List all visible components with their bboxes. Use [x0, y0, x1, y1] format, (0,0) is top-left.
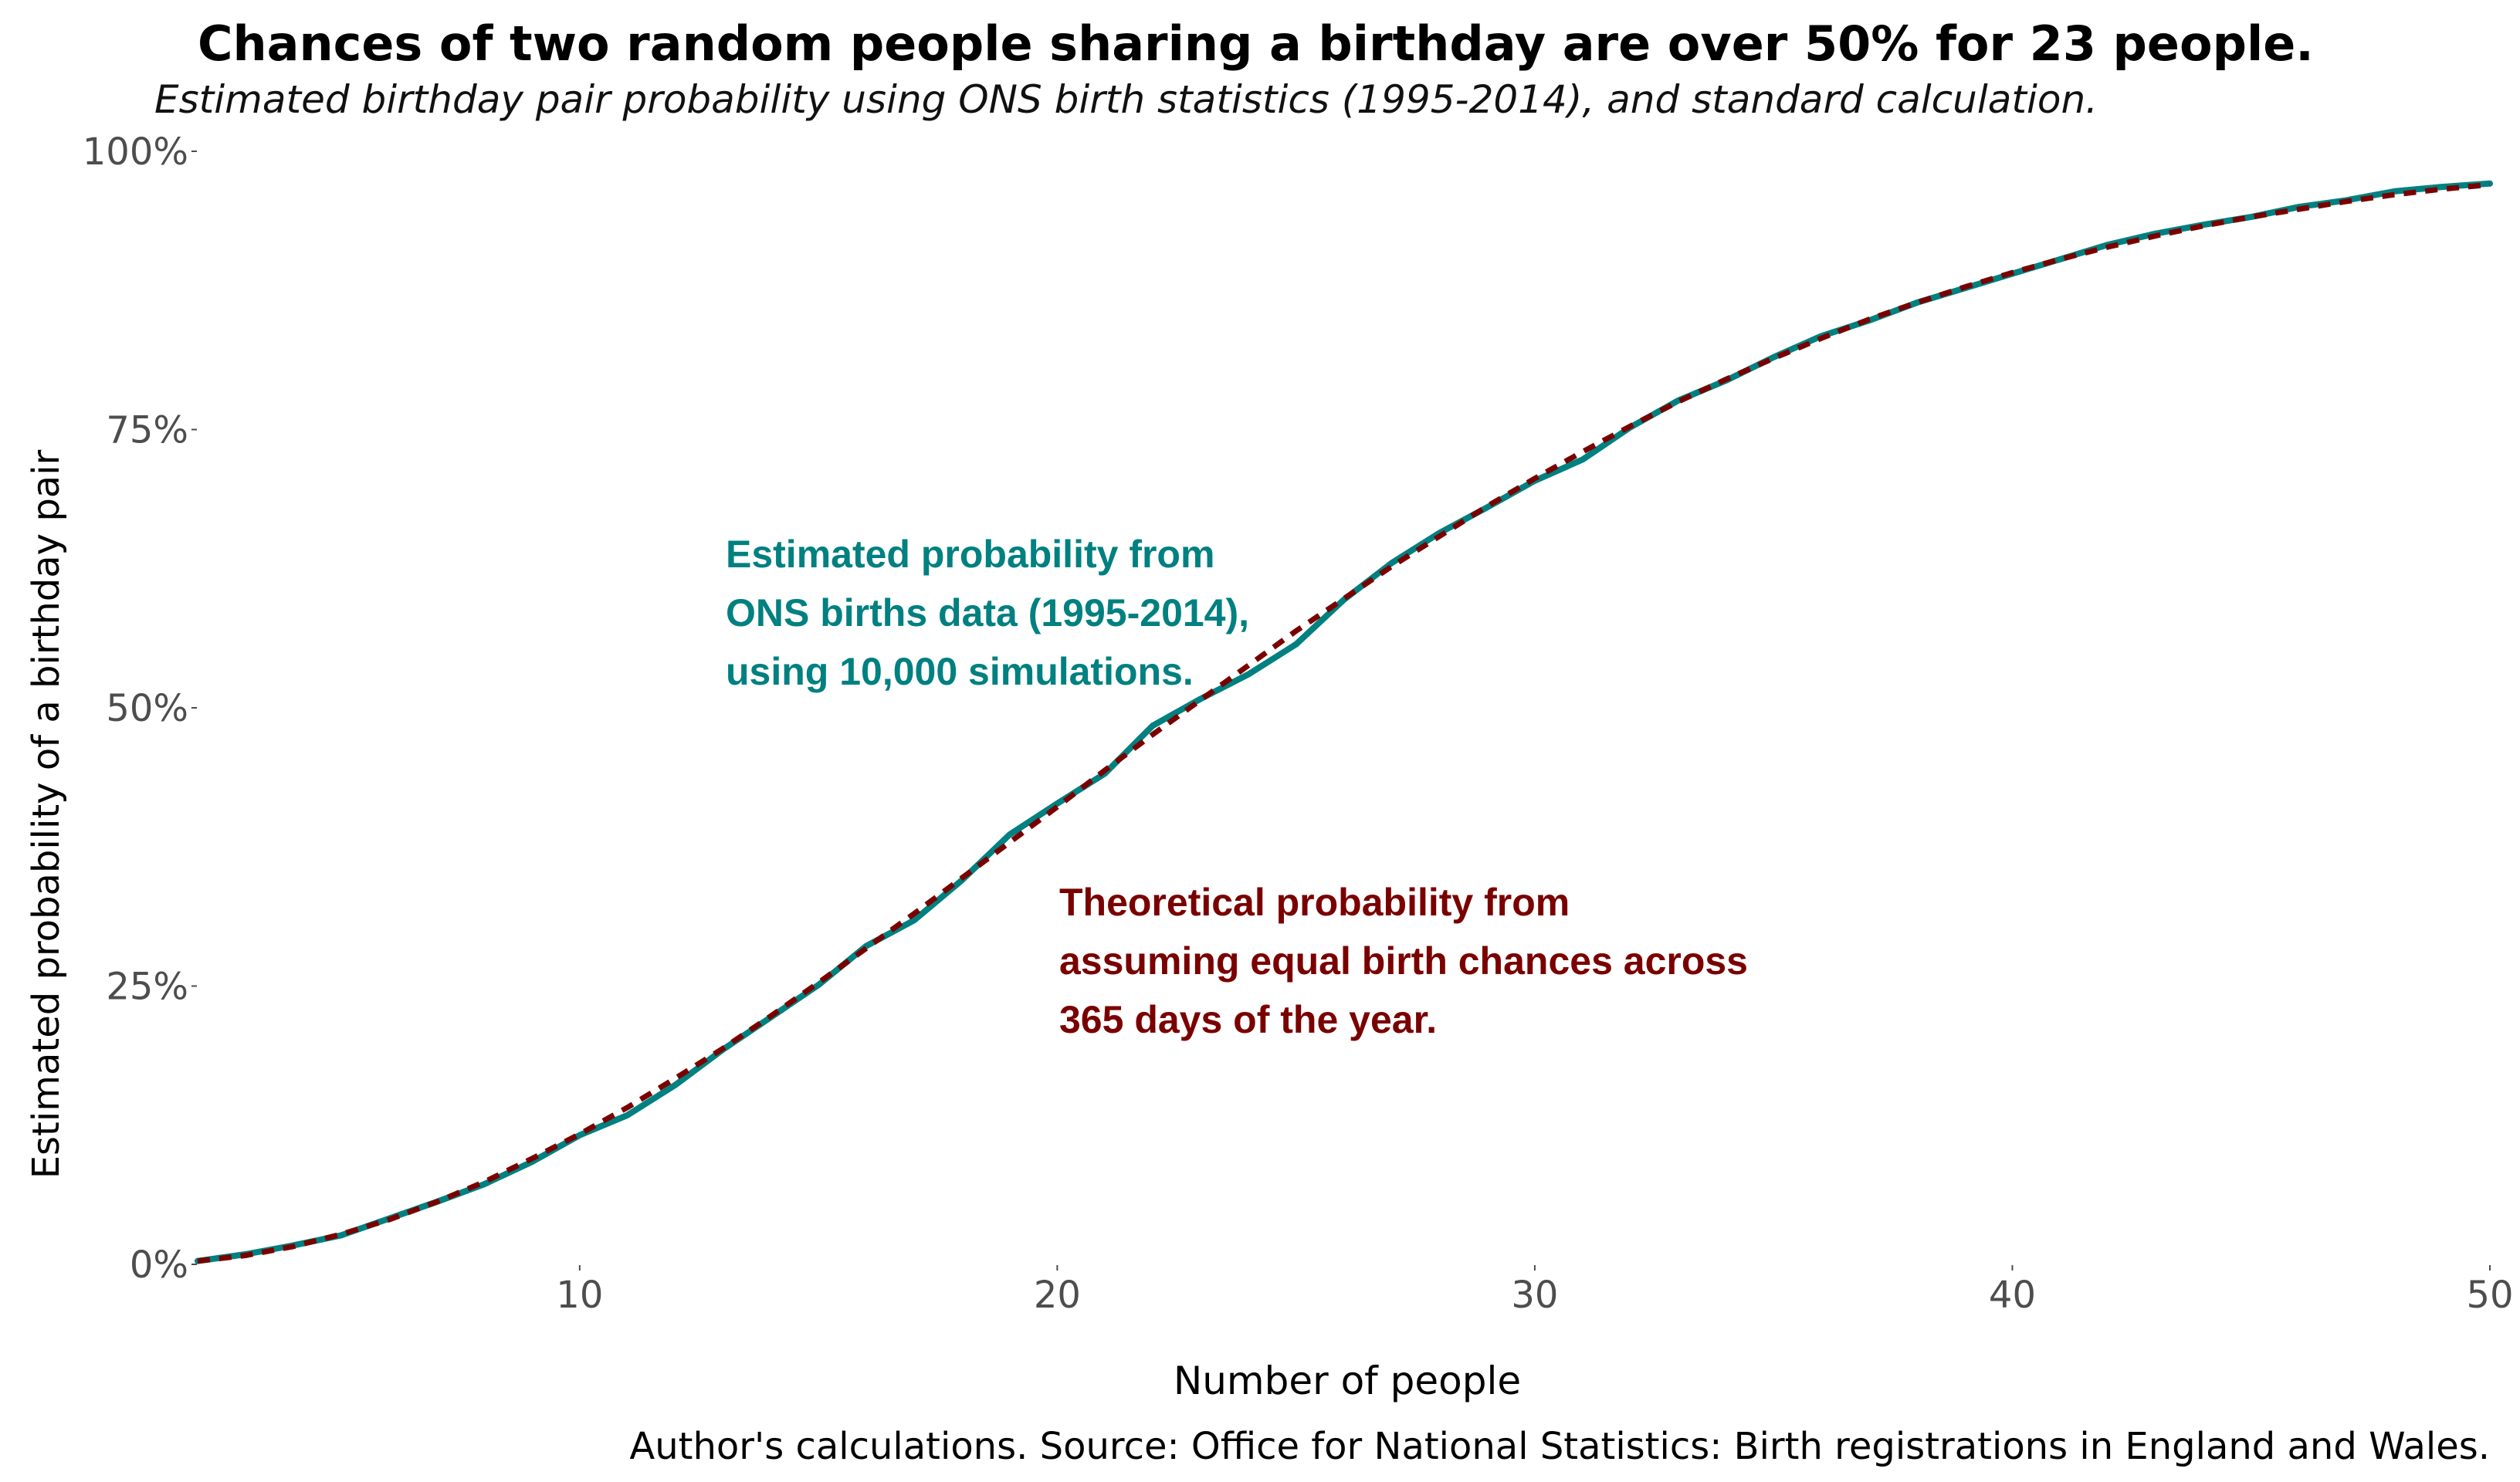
chart-title: Chances of two random people sharing a b… — [198, 15, 2314, 72]
x-tick-label: 30 — [1511, 1274, 1558, 1317]
x-axis: 10 20 30 40 50 — [556, 1265, 2514, 1317]
annotation-line: ONS births data (1995-2014), — [726, 591, 1249, 634]
annotation-line: Theoretical probability from — [1059, 881, 1570, 924]
x-tick-label: 10 — [556, 1274, 603, 1317]
y-tick-label: 50% — [106, 687, 188, 730]
theoretical-probability-line — [197, 181, 2491, 1264]
annotation-line: using 10,000 simulations. — [726, 650, 1194, 693]
y-tick-label: 75% — [106, 409, 188, 452]
annotation-line: Estimated probability from — [726, 533, 1214, 576]
chart-caption: Author's calculations. Source: Office fo… — [629, 1425, 2490, 1468]
annotation-line: 365 days of the year. — [1059, 998, 1437, 1041]
annotation-layer: Estimated probability from ONS births dat… — [726, 533, 1748, 1041]
x-tick-label: 20 — [1034, 1274, 1081, 1317]
x-tick-label: 40 — [1989, 1274, 2036, 1317]
y-axis: 0% 25% 50% 75% 100% — [83, 130, 197, 1287]
estimated-annotation: Estimated probability from ONS births dat… — [726, 533, 1249, 693]
estimated-probability-line — [195, 180, 2493, 1264]
y-axis-title: Estimated probability of a birthday pair — [25, 449, 68, 1179]
annotation-line: assuming equal birth chances across — [1059, 939, 1748, 983]
y-tick-label: 25% — [106, 966, 188, 1009]
x-axis-title: Number of people — [1174, 1358, 1521, 1403]
theoretical-annotation: Theoretical probability from assuming equ… — [1059, 881, 1748, 1041]
series-layer — [195, 180, 2493, 1264]
y-tick-label: 100% — [83, 130, 188, 174]
y-tick-label: 0% — [130, 1243, 188, 1287]
x-tick-label: 50 — [2466, 1274, 2513, 1317]
chart-subtitle: Estimated birthday pair probability usin… — [154, 77, 2098, 122]
